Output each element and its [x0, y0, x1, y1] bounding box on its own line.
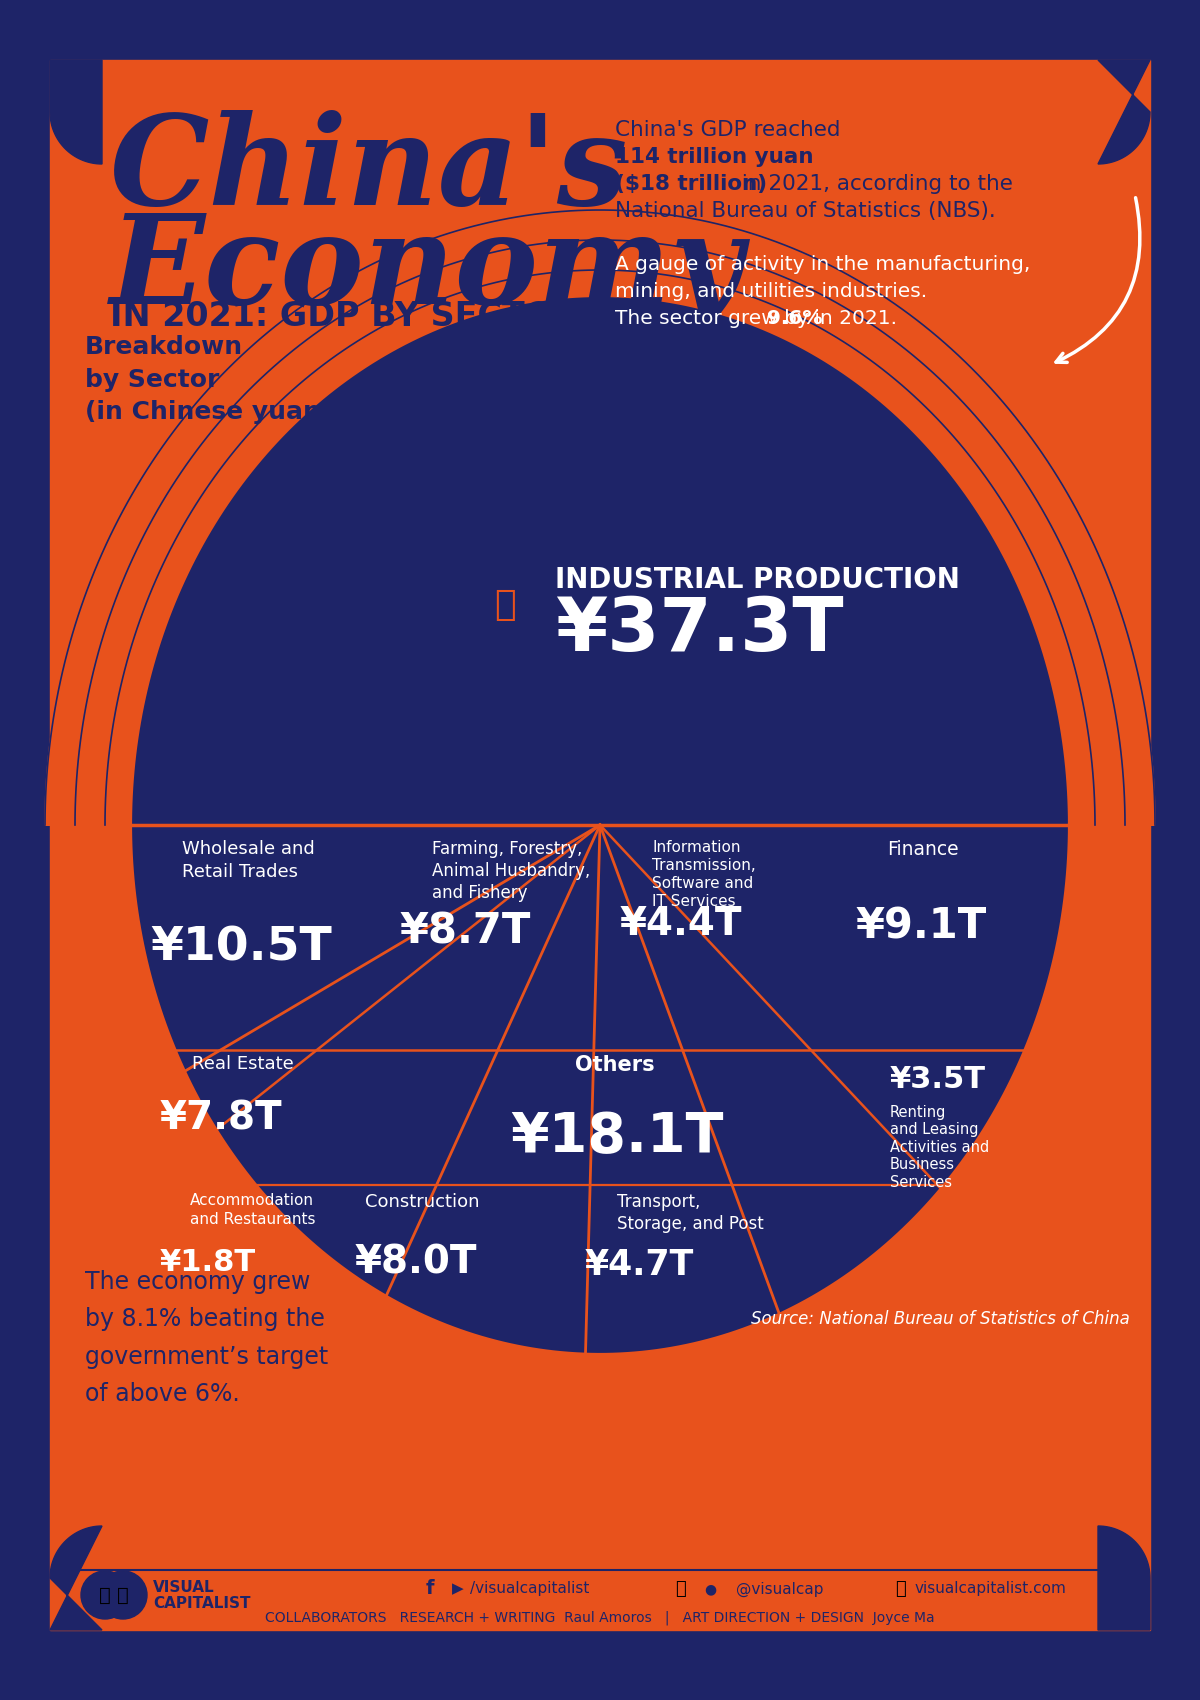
Text: ¥4.4T: ¥4.4T — [620, 904, 743, 944]
Text: @visualcap: @visualcap — [737, 1581, 823, 1596]
Polygon shape — [46, 211, 1154, 824]
Text: Source: National Bureau of Statistics of China: Source: National Bureau of Statistics of… — [751, 1311, 1130, 1328]
Text: China's: China's — [110, 110, 629, 231]
Text: ¥18.1T: ¥18.1T — [510, 1110, 724, 1165]
Text: VISUAL: VISUAL — [154, 1579, 215, 1595]
Text: INDUSTRIAL PRODUCTION: INDUSTRIAL PRODUCTION — [554, 566, 960, 593]
Text: ¥10.5T: ¥10.5T — [150, 925, 331, 971]
Text: visualcapitalist.com: visualcapitalist.com — [914, 1581, 1066, 1596]
Text: 👁: 👁 — [118, 1586, 128, 1605]
Text: in 2021, according to the: in 2021, according to the — [734, 173, 1013, 194]
Text: ¥7.8T: ¥7.8T — [160, 1100, 283, 1137]
Text: CAPITALIST: CAPITALIST — [154, 1596, 251, 1612]
Text: Accommodation
and Restaurants: Accommodation and Restaurants — [190, 1193, 316, 1227]
Text: Transport,
Storage, and Post: Transport, Storage, and Post — [617, 1193, 763, 1232]
Text: f: f — [426, 1579, 434, 1598]
Text: ¥1.8T: ¥1.8T — [160, 1248, 256, 1277]
Text: Renting
and Leasing
Activities and
Business
Services: Renting and Leasing Activities and Busin… — [890, 1105, 989, 1190]
Text: Others: Others — [575, 1056, 655, 1074]
Text: 🏭: 🏭 — [494, 588, 516, 622]
Text: 114 trillion yuan: 114 trillion yuan — [616, 146, 814, 167]
Text: Real Estate: Real Estate — [192, 1056, 294, 1073]
Text: 🐦: 🐦 — [674, 1579, 685, 1598]
Text: Economy: Economy — [110, 211, 744, 332]
Polygon shape — [0, 0, 1200, 60]
Polygon shape — [130, 296, 1070, 1355]
Text: ¥3.5T: ¥3.5T — [890, 1064, 986, 1095]
Polygon shape — [74, 240, 1126, 824]
Text: ●: ● — [704, 1583, 716, 1596]
Polygon shape — [1098, 60, 1150, 163]
Text: ¥8.0T: ¥8.0T — [355, 1243, 478, 1282]
Text: 👁: 👁 — [100, 1586, 110, 1605]
Text: The sector grew by: The sector grew by — [616, 309, 815, 328]
Text: China's GDP reached: China's GDP reached — [616, 121, 847, 139]
Polygon shape — [1098, 1527, 1150, 1630]
Text: ($18 trillion): ($18 trillion) — [616, 173, 767, 194]
Circle shape — [82, 1571, 130, 1618]
Text: IN 2021: GDP BY SECTOR: IN 2021: GDP BY SECTOR — [110, 299, 578, 333]
Polygon shape — [50, 60, 102, 163]
Circle shape — [98, 1571, 148, 1618]
Text: ¥4.7T: ¥4.7T — [586, 1248, 695, 1282]
Text: A gauge of activity in the manufacturing,: A gauge of activity in the manufacturing… — [616, 255, 1031, 274]
Text: ▶: ▶ — [452, 1581, 464, 1596]
Text: 🌐: 🌐 — [895, 1579, 905, 1598]
Polygon shape — [50, 60, 1150, 1630]
Text: in 2021.: in 2021. — [808, 309, 898, 328]
Polygon shape — [106, 270, 1096, 824]
Text: Information
Transmission,
Software and
IT Services: Information Transmission, Software and I… — [652, 840, 756, 910]
Text: ¥9.1T: ¥9.1T — [854, 904, 986, 947]
Text: mining, and utilities industries.: mining, and utilities industries. — [616, 282, 928, 301]
Text: The economy grew
by 8.1% beating the
government’s target
of above 6%.: The economy grew by 8.1% beating the gov… — [85, 1270, 329, 1406]
Text: Wholesale and
Retail Trades: Wholesale and Retail Trades — [182, 840, 314, 881]
Text: Farming, Forestry,
Animal Husbandry,
and Fishery: Farming, Forestry, Animal Husbandry, and… — [432, 840, 590, 903]
Text: COLLABORATORS   RESEARCH + WRITING  Raul Amoros   |   ART DIRECTION + DESIGN  Jo: COLLABORATORS RESEARCH + WRITING Raul Am… — [265, 1612, 935, 1625]
Polygon shape — [50, 1527, 102, 1630]
Polygon shape — [0, 1632, 1200, 1700]
Text: ¥8.7T: ¥8.7T — [400, 910, 532, 952]
Text: Breakdown
by Sector
(in Chinese yuan): Breakdown by Sector (in Chinese yuan) — [85, 335, 332, 423]
Text: National Bureau of Statistics (NBS).: National Bureau of Statistics (NBS). — [616, 201, 996, 221]
Text: ¥37.3T: ¥37.3T — [554, 593, 844, 666]
Text: /visualcapitalist: /visualcapitalist — [470, 1581, 589, 1596]
Text: Finance: Finance — [887, 840, 959, 858]
Text: Construction: Construction — [365, 1193, 480, 1210]
Text: 9.6%: 9.6% — [767, 309, 822, 328]
